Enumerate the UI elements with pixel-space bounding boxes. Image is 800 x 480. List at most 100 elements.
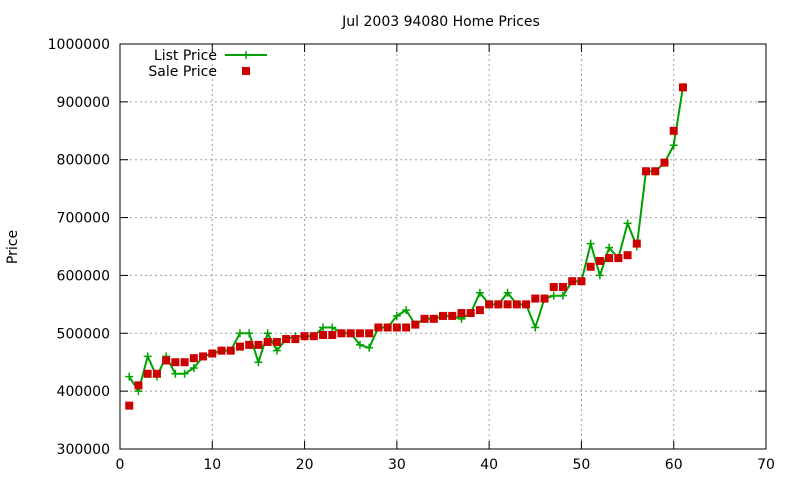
sale-price-point [392, 323, 401, 332]
y-tick-label: 900000 [57, 95, 110, 111]
sale-price-point [531, 294, 540, 303]
list-price-point [319, 323, 328, 332]
sale-price-point [485, 300, 494, 309]
x-tick-label: 20 [296, 457, 314, 473]
list-price-point [531, 323, 540, 332]
x-tick-label: 0 [116, 457, 125, 473]
list-price-point [263, 329, 272, 338]
axes [119, 43, 767, 450]
y-tick-label: 1000000 [48, 37, 110, 53]
list-price-point [605, 243, 614, 252]
sale-price-point [134, 381, 143, 390]
sale-price-point [475, 306, 484, 315]
sale-price-point [678, 83, 687, 92]
sale-price-point [300, 332, 309, 341]
x-tick-label: 10 [203, 457, 221, 473]
list-price-point [143, 352, 152, 361]
sale-price-point [162, 356, 171, 365]
list-price-point [623, 219, 632, 228]
list-price-point [503, 288, 512, 297]
y-tick-label: 400000 [57, 384, 110, 400]
sale-price-point [494, 300, 503, 309]
list-price-point [235, 329, 244, 338]
list-price-point [189, 364, 198, 372]
list-price-point [475, 288, 484, 297]
list-price-point [365, 343, 374, 352]
sale-price-point [448, 311, 457, 320]
sale-price-point [558, 283, 567, 291]
list-price-point [595, 271, 604, 280]
y-tick-label: 800000 [57, 153, 110, 169]
sale-price-point [245, 340, 254, 349]
list-price-point [328, 323, 337, 332]
y-axis-label: Price [5, 230, 21, 264]
sale-price-point [549, 283, 558, 291]
sale-price-point [605, 254, 614, 263]
sale-price-point [429, 314, 438, 323]
sale-price-point [568, 277, 577, 286]
y-tick-label: 700000 [57, 211, 110, 227]
list-price-point [355, 340, 364, 349]
x-tick-label: 50 [573, 457, 591, 473]
sale-price-point [226, 346, 235, 355]
list-price-point [125, 372, 134, 381]
sale-price-point [503, 300, 512, 309]
sale-price-point [355, 329, 364, 338]
sale-price-point [189, 354, 198, 363]
sale-price-point [466, 309, 475, 318]
legend: List Price Sale Price [148, 48, 267, 80]
list-price-point [558, 291, 567, 300]
sale-price-point [272, 337, 281, 346]
y-tick-label: 600000 [57, 268, 110, 284]
sale-price-point [540, 294, 549, 303]
sale-price-point [439, 311, 447, 320]
sale-price-point [291, 335, 300, 344]
sale-price-point [642, 167, 651, 176]
legend-label-sale-price: Sale Price [148, 64, 217, 80]
legend-marker-sale-price [242, 67, 250, 75]
sale-price-point [512, 300, 521, 309]
series-sale-price [125, 83, 687, 410]
list-price-point [254, 358, 263, 367]
x-tick-label: 30 [388, 457, 406, 473]
sale-price-point [586, 262, 595, 271]
y-tick-label: 500000 [57, 326, 110, 342]
sale-price-point [614, 254, 623, 263]
sale-price-point [632, 239, 641, 248]
sale-price-point [623, 251, 632, 260]
chart-title: Jul 2003 94080 Home Prices [341, 14, 540, 30]
sale-price-point [522, 300, 531, 309]
x-tick-label: 70 [757, 457, 775, 473]
sale-price-point [411, 320, 420, 329]
sale-price-point [309, 332, 318, 341]
list-price-point [549, 291, 558, 300]
list-price-point [402, 306, 411, 315]
sale-price-point [254, 340, 263, 349]
sale-price-point [235, 342, 244, 351]
list-price-point [669, 141, 678, 150]
sale-price-point [328, 331, 337, 340]
sale-price-point [199, 352, 208, 361]
list-price-point [245, 329, 254, 338]
sale-price-point [282, 335, 291, 344]
y-tick-label: 300000 [57, 442, 110, 458]
y-tick-labels: 300000 400000 500000 600000 700000 800000 9000… [48, 37, 110, 458]
sale-price-point [143, 369, 152, 378]
list-price-point [586, 239, 595, 248]
sale-price-point [319, 331, 328, 340]
list-price-point [272, 346, 281, 355]
sale-price-point [660, 158, 669, 167]
legend-label-list-price: List Price [154, 48, 217, 64]
plot-border [119, 43, 767, 450]
x-tick-label: 40 [480, 457, 498, 473]
sale-price-point [171, 358, 180, 367]
sale-price-point [217, 346, 226, 355]
sale-price-point [346, 329, 355, 338]
sale-price-point [457, 309, 466, 318]
legend-marker-list-price [242, 51, 250, 59]
sale-price-point [669, 126, 678, 135]
list-price-point [180, 369, 189, 378]
sale-price-point [208, 349, 217, 358]
